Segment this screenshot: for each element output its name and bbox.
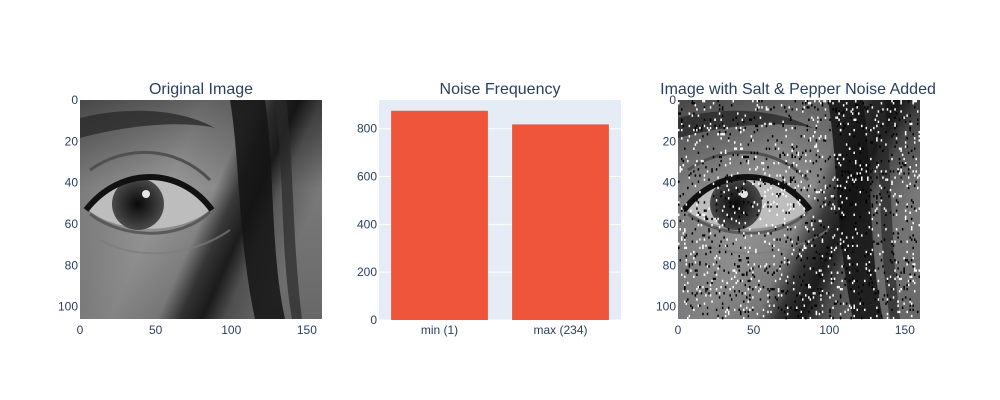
y-tick-label: 60 <box>65 217 79 231</box>
bar-1 <box>512 124 609 321</box>
y-tick-label: 80 <box>663 258 677 272</box>
x-tick-label: max (234) <box>533 323 587 337</box>
original-y-ticks: 0 20 40 60 80 100 <box>58 93 78 314</box>
noisy-y-ticks: 0 20 40 60 80 100 <box>656 93 676 314</box>
noisy-image-panel: Image with Salt & Pepper Noise Added 0 50… <box>656 81 936 337</box>
salt-pepper-noise <box>678 100 920 320</box>
y-tick-label: 600 <box>357 170 377 184</box>
y-tick-label: 100 <box>656 300 676 314</box>
y-tick-labels: 0 200 400 600 800 <box>357 122 377 327</box>
original-x-ticks: 0 50 100 150 <box>77 323 318 337</box>
x-tick-labels: min (1) max (234) <box>421 323 588 337</box>
y-tick-label: 20 <box>65 134 79 148</box>
y-tick-label: 100 <box>58 300 78 314</box>
y-tick-label: 200 <box>357 265 377 279</box>
y-tick-label: 400 <box>357 217 377 231</box>
y-tick-label: 40 <box>65 176 79 190</box>
y-tick-label: 800 <box>357 122 377 136</box>
x-tick-label: 150 <box>297 323 317 337</box>
x-tick-label: 100 <box>221 323 241 337</box>
bar-0 <box>391 110 488 321</box>
noisy-x-ticks: 0 50 100 150 <box>675 323 916 337</box>
noise-frequency-title: Noise Frequency <box>440 81 561 98</box>
y-tick-label: 0 <box>71 93 78 107</box>
noisy-image-title: Image with Salt & Pepper Noise Added <box>660 81 936 98</box>
y-tick-label: 60 <box>663 217 677 231</box>
original-image-panel: Original Image 0 50 100 150 0 20 40 60 80 100 <box>58 81 322 337</box>
y-tick-label: 20 <box>663 134 677 148</box>
y-tick-label: 0 <box>669 93 676 107</box>
y-tick-label: 0 <box>370 313 377 327</box>
x-tick-label: 50 <box>747 323 761 337</box>
noise-frequency-panel: Noise Frequency 0 200 400 600 800 min (1) max… <box>357 81 621 337</box>
x-tick-label: 0 <box>77 323 84 337</box>
original-image-title: Original Image <box>149 81 253 98</box>
x-tick-label: 100 <box>819 323 839 337</box>
x-tick-label: 0 <box>675 323 682 337</box>
x-tick-label: 150 <box>895 323 915 337</box>
x-tick-label: 50 <box>149 323 163 337</box>
original-eye-image <box>80 100 322 319</box>
bars <box>391 110 609 321</box>
x-tick-label: min (1) <box>421 323 458 337</box>
y-tick-label: 40 <box>663 176 677 190</box>
y-tick-label: 80 <box>65 258 79 272</box>
